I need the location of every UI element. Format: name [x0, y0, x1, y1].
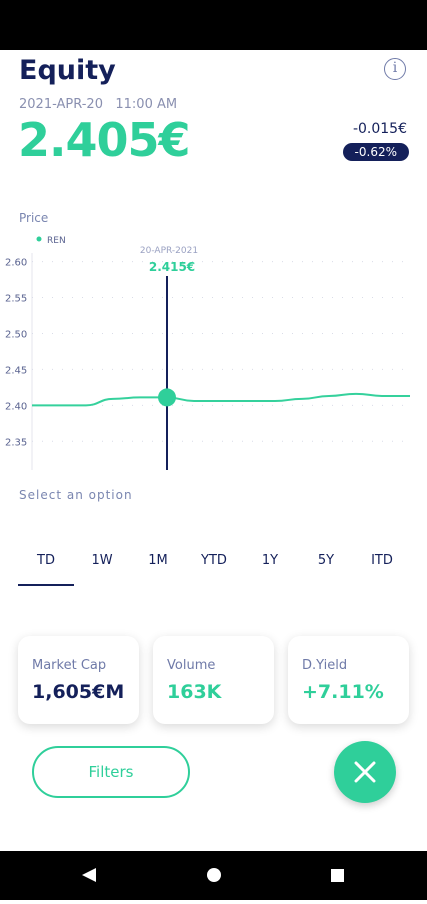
select-option-label: Select an option: [19, 488, 133, 502]
market-cap-value: 1,605€M: [32, 681, 125, 703]
y-tick-label: 2.45: [5, 365, 27, 376]
dividend-yield-card: D.Yield +7.11%: [288, 636, 409, 724]
home-icon[interactable]: [207, 868, 221, 882]
y-tick-label: 2.50: [5, 329, 27, 340]
price-value: 2.405€: [18, 113, 191, 167]
legend-label: REN: [47, 236, 66, 246]
chart-title: Price: [19, 211, 49, 225]
tab-5y[interactable]: 5Y: [317, 553, 335, 568]
time-text: 11:00 AM: [115, 97, 178, 112]
tab-ytd[interactable]: YTD: [201, 553, 227, 568]
tab-1w[interactable]: 1W: [91, 553, 113, 568]
dividend-yield-value: +7.11%: [302, 681, 384, 703]
volume-label: Volume: [167, 658, 216, 673]
price-change-percent-badge: -0.62%: [342, 143, 409, 161]
back-icon[interactable]: [82, 868, 96, 882]
y-tick-label: 2.55: [5, 294, 27, 305]
volume-card: Volume 163K: [153, 636, 274, 724]
status-bar: [0, 0, 427, 50]
legend-marker: [36, 236, 42, 242]
info-icon[interactable]: i: [384, 58, 406, 80]
y-tick-label: 2.60: [5, 258, 27, 269]
tab-td[interactable]: TD: [18, 548, 74, 586]
price-chart[interactable]: 2.60 2.55 2.50 2.45 2.40 2.35 REN 20-APR-2021…: [0, 228, 427, 478]
market-cap-card: Market Cap 1,605€M: [18, 636, 139, 724]
series-line-ren: [32, 392, 410, 407]
recents-icon[interactable]: [331, 869, 344, 882]
navigation-bar: [0, 851, 427, 900]
tab-1y[interactable]: 1Y: [261, 553, 279, 568]
selected-data-point[interactable]: [158, 388, 176, 407]
y-tick-label: 2.40: [5, 401, 27, 412]
volume-value: 163K: [167, 681, 222, 703]
date-text: 2021-APR-20: [19, 97, 103, 112]
market-cap-label: Market Cap: [32, 658, 107, 673]
timestamp: 2021-APR-20 11:00 AM: [19, 97, 177, 112]
tooltip-value: 2.415€: [149, 260, 195, 274]
tab-itd[interactable]: ITD: [371, 553, 393, 568]
y-tick-label: 2.35: [5, 437, 27, 448]
close-button[interactable]: [334, 741, 396, 803]
tab-1m[interactable]: 1M: [148, 553, 168, 568]
dividend-yield-label: D.Yield: [302, 658, 348, 673]
tooltip-date: 20-APR-2021: [140, 246, 198, 256]
filters-button[interactable]: Filters: [32, 746, 190, 798]
price-change: -0.015€: [352, 121, 407, 137]
close-icon: [354, 761, 376, 783]
period-tabs: TD 1W 1M YTD 1Y 5Y ITD: [18, 548, 410, 588]
page-title: Equity: [19, 55, 116, 86]
